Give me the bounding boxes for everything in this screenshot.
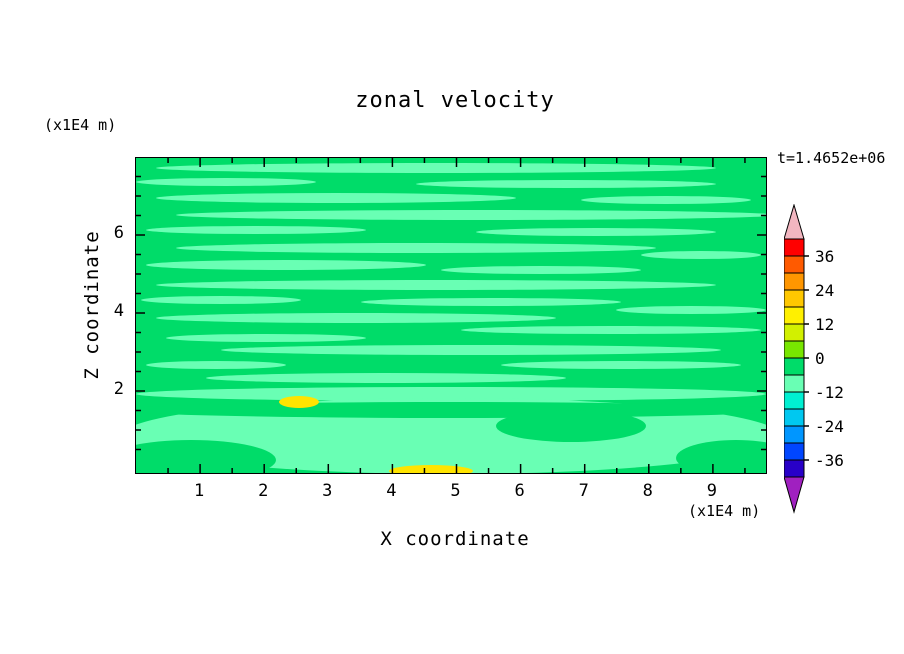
colorbar-cell (783, 374, 805, 393)
colorbar-arrow-up (783, 203, 805, 240)
contour-blob-mint (156, 163, 716, 173)
contour-blob-mint (156, 280, 716, 290)
contour-blob-mint (616, 306, 766, 314)
contour-blob-mint (176, 210, 766, 220)
x-tick-label: 2 (258, 481, 269, 501)
contour-blob-mint (641, 251, 761, 259)
contour-blob-mint (361, 298, 621, 306)
colorbar-cell (783, 238, 805, 257)
contour-blob-mint (221, 345, 721, 355)
contour-blob-mint (146, 361, 286, 369)
contour-blob-yellow (389, 465, 473, 473)
x-tick-label: 5 (450, 481, 461, 501)
colorbar-cell (783, 391, 805, 410)
contour-blob-mint (146, 260, 426, 270)
y-tick-label: 2 (113, 379, 124, 399)
colorbar-tick-label: 36 (815, 247, 834, 266)
colorbar-cell (783, 289, 805, 308)
x-axis-label: X coordinate (380, 528, 530, 550)
x-tick-label: 9 (706, 481, 718, 501)
contour-field-svg (136, 158, 766, 473)
colorbar-cell (783, 408, 805, 427)
contour-blob-mint (461, 326, 761, 334)
x-axis-unit-label: (x1E4 m) (688, 502, 761, 520)
contour-blob-mint (136, 178, 316, 186)
colorbar-cell (783, 459, 805, 478)
chart-title: zonal velocity (355, 88, 555, 113)
contour-blob-mint (416, 180, 716, 188)
colorbar-cell (783, 442, 805, 461)
x-tick-label: 1 (193, 481, 205, 501)
contour-blob-mint (166, 334, 366, 342)
y-tick-label: 6 (113, 223, 124, 243)
contour-blob-green (136, 402, 766, 418)
contour-blob-yellow (279, 396, 319, 408)
contour-blob-mint (581, 196, 751, 204)
colorbar-cell (783, 306, 805, 325)
colorbar-tick-label: -24 (815, 417, 844, 436)
colorbar-svg: 36 24 12 0 -12 -24 -36 (783, 203, 844, 514)
contour-blob-green (136, 440, 276, 473)
y-axis-unit-label: (x1E4 m) (44, 116, 117, 134)
contour-blob-green (496, 410, 646, 442)
contour-blob-mint (441, 266, 641, 274)
x-tick-label: 8 (642, 481, 653, 501)
x-tick-label: 7 (578, 481, 589, 501)
colorbar-arrow-down (783, 476, 805, 514)
colorbar-cell (783, 357, 805, 376)
colorbar-tick-label: -12 (815, 383, 844, 402)
colorbar-tick-label: 24 (815, 281, 834, 300)
colorbar-tick-label: 12 (815, 315, 834, 334)
colorbar-cell (783, 272, 805, 291)
colorbar-cell (783, 255, 805, 274)
y-tick-label: 4 (113, 301, 124, 321)
time-annotation: t=1.4652e+06 (777, 149, 886, 167)
colorbar-tick-label: -36 (815, 451, 844, 470)
x-tick-label: 6 (514, 481, 525, 501)
contour-blob-mint (141, 296, 301, 304)
colorbar-cell (783, 340, 805, 359)
contour-blob-mint (206, 373, 566, 383)
colorbar: 36 24 12 0 -12 -24 -36 (783, 203, 859, 520)
contour-blob-green (676, 440, 766, 473)
contour-blob-mint (156, 193, 516, 203)
contour-blob-mint (146, 226, 366, 234)
contour-blob-mint (156, 313, 556, 323)
colorbar-cell (783, 323, 805, 342)
contour-blob-mint (476, 228, 716, 236)
contour-blob-mint (176, 243, 656, 253)
plot-area (135, 157, 767, 474)
x-tick-label: 3 (322, 481, 333, 501)
colorbar-cell (783, 425, 805, 444)
x-tick-label: 4 (386, 481, 397, 501)
colorbar-tick-label: 0 (815, 349, 825, 368)
contour-blob-mint (501, 361, 741, 369)
